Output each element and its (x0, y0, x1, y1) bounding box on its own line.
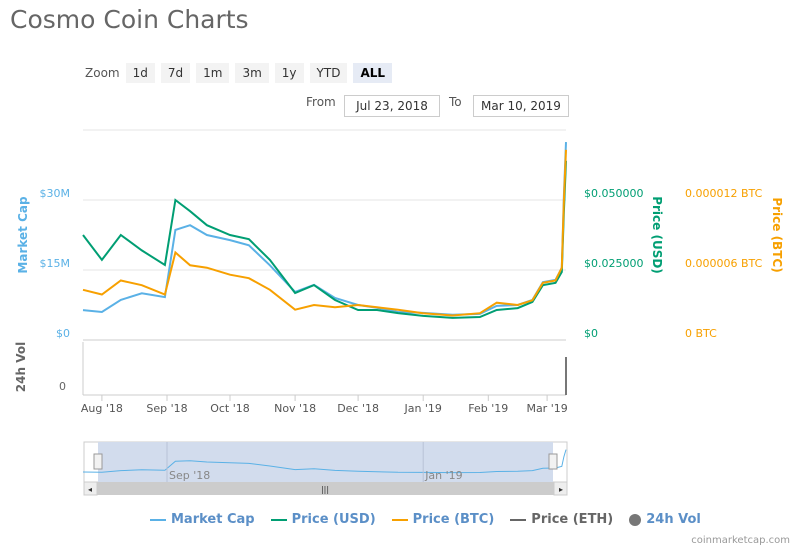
navigator-tick: Sep '18 (169, 469, 210, 482)
y-vol-tick: 0 (59, 380, 66, 393)
zoom-1d-button[interactable]: 1d (125, 63, 155, 83)
legend-label: Price (BTC) (412, 512, 495, 527)
y-left-tick: $0 (56, 327, 70, 340)
zoom-3m-button[interactable]: 3m (235, 63, 269, 83)
arrow-right-icon: ▸ (559, 485, 563, 494)
legend: Market Cap Price (USD) Price (BTC) Price (E… (150, 512, 701, 527)
circle-marker-icon (629, 513, 642, 526)
zoom-controls: Zoom 1d 7d 1m 3m 1y YTD ALL (85, 63, 393, 83)
scrollbar-grip-icon: ||| (321, 485, 329, 494)
navigator-selection[interactable] (98, 442, 553, 482)
x-tick-label: Mar '19 (526, 402, 567, 415)
credit-link[interactable]: coinmarketcap.com (691, 535, 790, 546)
zoom-7d-button[interactable]: 7d (160, 63, 191, 83)
legend-item-market-cap[interactable]: Market Cap (150, 512, 255, 527)
to-date-input[interactable]: Mar 10, 2019 (473, 95, 569, 117)
zoom-label: Zoom (85, 66, 120, 80)
y-right-btc-tick: 0.000006 BTC (685, 257, 763, 270)
x-tick-label: Nov '18 (274, 402, 316, 415)
series-price-usd-[interactable] (82, 160, 567, 319)
y-right-usd-tick: $0.050000 (584, 187, 644, 200)
y-right-usd-tick: $0 (584, 327, 598, 340)
x-tick-label: Jan '19 (403, 402, 441, 415)
scrollbar-track[interactable] (84, 482, 567, 495)
y-right-btc-tick: 0.000012 BTC (685, 187, 763, 200)
y-right-usd-label: Price (USD) (650, 196, 664, 274)
page-title: Cosmo Coin Charts (10, 5, 249, 34)
series-price-btc-[interactable] (82, 149, 567, 317)
zoom-all-button[interactable]: ALL (353, 63, 393, 83)
arrow-left-icon: ◂ (88, 485, 92, 494)
line-marker-icon (391, 518, 408, 521)
line-marker-icon (510, 518, 527, 521)
navigator-handle[interactable] (548, 453, 558, 470)
legend-label: Market Cap (171, 512, 255, 527)
scroll-left-button[interactable] (83, 481, 98, 496)
zoom-ytd-button[interactable]: YTD (309, 63, 348, 83)
volume-bar (565, 357, 567, 395)
x-tick-label: Aug '18 (81, 402, 123, 415)
x-tick-label: Oct '18 (210, 402, 250, 415)
zoom-1m-button[interactable]: 1m (196, 63, 230, 83)
legend-label: 24h Vol (646, 512, 701, 527)
y-left-tick: $30M (40, 187, 71, 200)
legend-label: Price (ETH) (531, 512, 614, 527)
line-marker-icon (150, 518, 166, 521)
y-left-label: Market Cap (16, 196, 30, 274)
x-tick-label: Feb '19 (468, 402, 508, 415)
navigator-handle[interactable] (93, 453, 103, 470)
series-market-cap[interactable] (82, 142, 567, 316)
x-tick-label: Dec '18 (337, 402, 379, 415)
zoom-1y-button[interactable]: 1y (274, 63, 304, 83)
legend-item-24h-vol[interactable]: 24h Vol (629, 512, 701, 527)
y-right-btc-label: Price (BTC) (770, 197, 784, 272)
legend-item-price-btc-[interactable]: Price (BTC) (391, 512, 495, 527)
scroll-right-button[interactable] (553, 481, 568, 496)
y-right-usd-tick: $0.025000 (584, 257, 644, 270)
legend-label: Price (USD) (291, 512, 376, 527)
legend-item-price-usd-[interactable]: Price (USD) (270, 512, 376, 527)
y-vol-label: 24h Vol (14, 342, 28, 392)
y-left-tick: $15M (40, 257, 71, 270)
x-tick-label: Sep '18 (146, 402, 187, 415)
y-right-btc-tick: 0 BTC (685, 327, 717, 340)
from-label: From (306, 95, 336, 109)
navigator-tick: Jan '19 (424, 469, 462, 482)
legend-item-price-eth-[interactable]: Price (ETH) (510, 512, 613, 527)
line-marker-icon (270, 518, 287, 521)
to-label: To (449, 95, 462, 109)
navigator-series (82, 449, 567, 474)
chart: $0 $15M $30M $0 $0.025000 $0.050000 0 BTC 0.000… (14, 129, 784, 496)
from-date-input[interactable]: Jul 23, 2018 (344, 95, 440, 117)
